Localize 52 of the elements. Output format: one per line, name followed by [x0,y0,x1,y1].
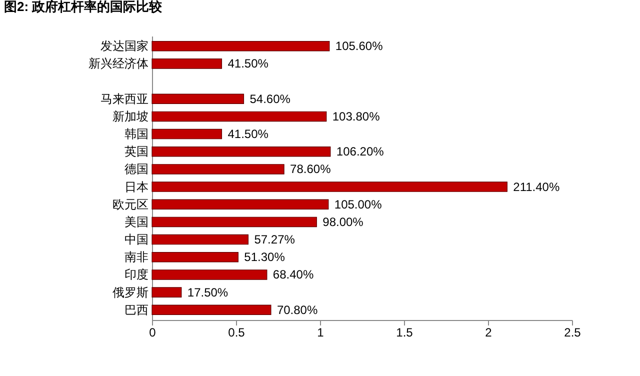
bar [152,216,317,228]
chart-title: 图2: 政府杠杆率的国际比较 [4,0,164,14]
x-tick-label: 0.5 [228,326,246,340]
x-tick-label: 1.5 [396,326,414,340]
y-tick-label: 日本 [124,180,148,194]
y-tick-label: 新加坡 [112,109,148,124]
y-tick-label: 美国 [124,214,148,229]
bar [152,58,222,69]
x-tick-label: 2.5 [564,326,582,340]
data-label: 54.60% [250,92,291,106]
bar [152,287,182,298]
bar [152,164,284,174]
bar [152,252,238,262]
y-tick-label: 英国 [124,144,148,159]
bar [152,146,331,157]
data-label: 211.40% [513,180,560,194]
y-tick-label: 发达国家 [100,39,148,54]
y-tick-label: 俄罗斯 [112,285,148,300]
data-label: 57.27% [254,232,296,247]
y-tick-label: 韩国 [124,127,148,142]
x-tick-label: 2 [485,326,492,340]
bar [152,270,268,280]
data-label: 103.80% [332,109,380,124]
bar [152,234,249,245]
data-label: 105.00% [334,197,382,212]
bar [152,94,244,104]
x-tick-label: 1 [317,326,324,340]
y-tick-label: 德国 [124,162,148,176]
bar [152,111,327,122]
bar [152,128,222,140]
y-tick-label: 南非 [124,250,148,264]
x-tick-label: 0 [149,326,156,340]
y-tick-label: 新兴经济体 [88,56,148,71]
data-label: 105.60% [335,39,384,54]
y-tick-label: 印度 [124,268,148,282]
data-label: 17.50% [187,285,228,300]
y-tick-label: 中国 [124,232,148,247]
data-label: 68.40% [272,268,314,282]
data-label: 41.50% [228,56,269,71]
data-label: 106.20% [336,144,384,159]
data-label: 78.60% [290,162,332,176]
y-tick-label: 马来西亚 [100,92,148,106]
bar [152,182,508,192]
y-tick-label: 巴西 [124,302,148,317]
data-label: 41.50% [228,127,269,142]
y-tick-label: 欧元区 [112,197,148,212]
bar [152,40,330,52]
data-label: 70.80% [276,302,318,317]
data-label: 51.30% [244,250,286,264]
bar [152,199,329,210]
data-label: 98.00% [322,214,364,229]
bar [152,304,272,316]
